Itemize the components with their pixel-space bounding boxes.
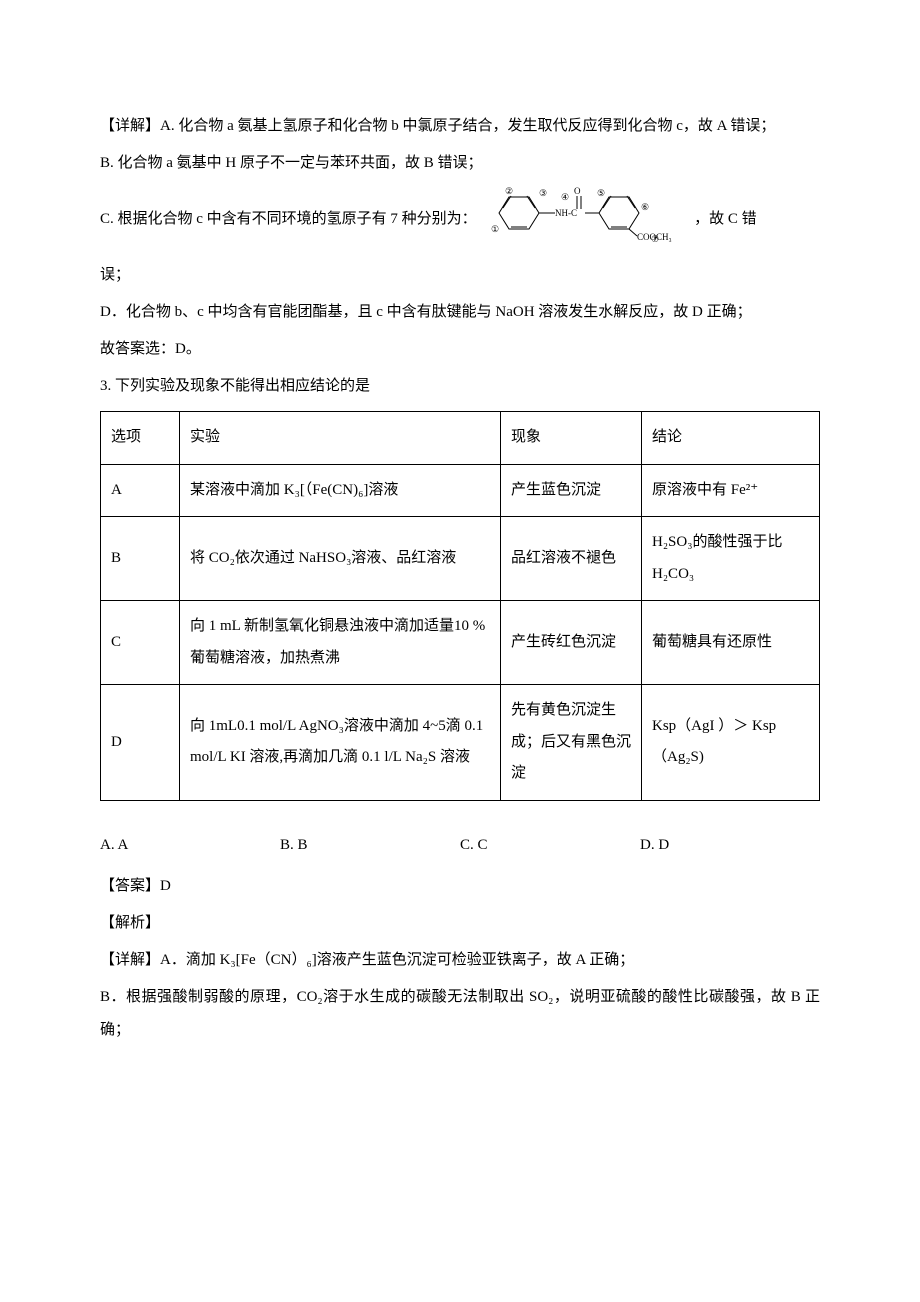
cell-concl: 原溶液中有 Fe²⁺ [642,464,820,517]
analysis-label: 【解析】 [100,907,820,940]
paragraph-detail-d: D．化合物 b、c 中均含有官能团酯基，且 c 中含有肽键能与 NaOH 溶液发… [100,296,820,329]
cell-exp: 向 1mL0.1 mol/L AgNO₃溶液中滴加 4~5滴 0.1 mol/L… [180,685,501,801]
molecule-label-3: ③ [539,188,547,198]
molecule-label-4: ④ [561,192,569,202]
molecule-o-label: O [574,186,581,196]
molecule-diagram: NH-C O COOCH₃ ① ② ③ ④ ⑤ ⑥ ⑦ [477,184,687,255]
detail-b-line: B．根据强酸制弱酸的原理，CO₂溶于水生成的碳酸无法制取出 SO₂，说明亚硫酸的… [100,981,820,1047]
paragraph-detail-b: B. 化合物 a 氨基中 H 原子不一定与苯环共面，故 B 错误； [100,147,820,180]
question-3-stem: 3. 下列实验及现象不能得出相应结论的是 [100,370,820,403]
paragraph-detail-a: 【详解】A. 化合物 a 氨基上氢原子和化合物 b 中氯原子结合，发生取代反应得… [100,110,820,143]
th-experiment: 实验 [180,412,501,465]
table-header-row: 选项 实验 现象 结论 [101,412,820,465]
option-b: B. B [280,829,460,862]
cell-concl: 葡萄糖具有还原性 [642,601,820,685]
th-option: 选项 [101,412,180,465]
cell-exp: 向 1 mL 新制氢氧化铜悬浊液中滴加适量10 %葡萄糖溶液，加热煮沸 [180,601,501,685]
experiment-table: 选项 实验 现象 结论 A 某溶液中滴加 K₃[（Fe(CN)₆]溶液 产生蓝色… [100,411,820,801]
molecule-nh-label: NH-C [555,208,577,218]
th-phenomenon: 现象 [501,412,642,465]
paragraph-answer-choice: 故答案选：D。 [100,333,820,366]
cell-exp: 将 CO₂依次通过 NaHSO₃溶液、品红溶液 [180,517,501,601]
table-row: D 向 1mL0.1 mol/L AgNO₃溶液中滴加 4~5滴 0.1 mol… [101,685,820,801]
cell-phen: 产生砖红色沉淀 [501,601,642,685]
cell-opt: C [101,601,180,685]
cell-concl: H₂SO₃的酸性强于比H₂CO₃ [642,517,820,601]
table-row: B 将 CO₂依次通过 NaHSO₃溶液、品红溶液 品红溶液不褪色 H₂SO₃的… [101,517,820,601]
paragraph-c-post: ，故 C 错 [687,203,757,236]
option-c: C. C [460,829,640,862]
molecule-label-5: ⑤ [597,188,605,198]
table-row: C 向 1 mL 新制氢氧化铜悬浊液中滴加适量10 %葡萄糖溶液，加热煮沸 产生… [101,601,820,685]
cell-concl: Ksp（AgI ）＞ Ksp（Ag₂S) [642,685,820,801]
detail-a-line: 【详解】A．滴加 K₃[Fe（CN）₆]溶液产生蓝色沉淀可检验亚铁离子，故 A … [100,944,820,977]
cell-phen: 先有黄色沉淀生成；后又有黑色沉淀 [501,685,642,801]
molecule-label-1: ① [491,224,499,234]
cell-exp: 某溶液中滴加 K₃[（Fe(CN)₆]溶液 [180,464,501,517]
answer-line: 【答案】D [100,870,820,903]
cell-opt: B [101,517,180,601]
cell-opt: A [101,464,180,517]
table-row: A 某溶液中滴加 K₃[（Fe(CN)₆]溶液 产生蓝色沉淀 原溶液中有 Fe²… [101,464,820,517]
document-page: 【详解】A. 化合物 a 氨基上氢原子和化合物 b 中氯原子结合，发生取代反应得… [0,0,920,1302]
cell-phen: 品红溶液不褪色 [501,517,642,601]
paragraph-detail-c-line1: C. 根据化合物 c 中含有不同环境的氢原子有 7 种分别为： [100,184,820,255]
paragraph-detail-c-line2: 误； [100,259,820,292]
molecule-label-7: ⑦ [651,234,659,242]
option-d: D. D [640,829,820,862]
cell-opt: D [101,685,180,801]
molecule-label-2: ② [505,186,513,196]
answer-options-row: A. A B. B C. C D. D [100,829,820,862]
option-a: A. A [100,829,280,862]
paragraph-c-pre: C. 根据化合物 c 中含有不同环境的氢原子有 7 种分别为： [100,203,477,236]
molecule-label-6: ⑥ [641,202,649,212]
th-conclusion: 结论 [642,412,820,465]
cell-phen: 产生蓝色沉淀 [501,464,642,517]
